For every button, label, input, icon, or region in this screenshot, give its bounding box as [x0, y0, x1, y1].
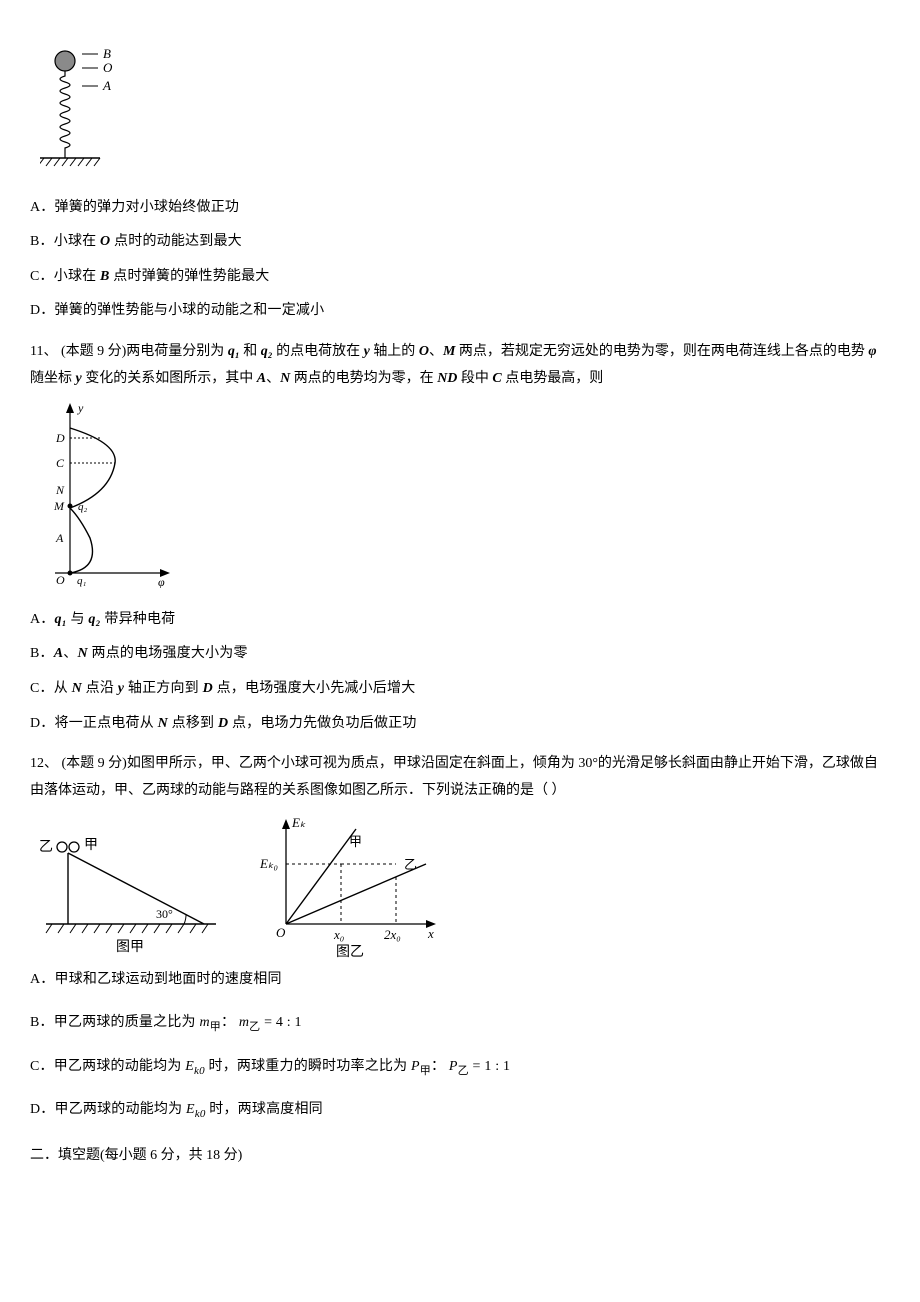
- svg-text:A: A: [102, 78, 111, 93]
- svg-text:30°: 30°: [156, 907, 173, 921]
- svg-text:O: O: [276, 925, 286, 940]
- q12-diagrams: 乙 甲 30° 图甲 Eₖ 甲 乙: [36, 814, 890, 959]
- q11-option-b: B．A、N 两点的电场强度大小为零: [30, 641, 890, 668]
- svg-text:甲: 甲: [84, 838, 98, 853]
- svg-text:x: x: [427, 926, 434, 941]
- svg-text:Eₖ: Eₖ: [291, 815, 306, 830]
- q10-option-c: C．小球在 B 点时弹簧的弹性势能最大: [30, 264, 890, 291]
- q12-stem: 12、 (本题 9 分)如图甲所示，甲、乙两个小球可视为质点，甲球沿固定在斜面上…: [30, 751, 890, 804]
- q10-option-a: A．弹簧的弹力对小球始终做正功: [30, 195, 890, 222]
- svg-text:乙: 乙: [404, 857, 417, 872]
- q12-option-b: B．甲乙两球的质量之比为 m甲： m乙 = 4 : 1: [30, 1010, 890, 1038]
- q12-option-a: A．甲球和乙球运动到地面时的速度相同: [30, 967, 890, 994]
- svg-text:O: O: [56, 573, 65, 587]
- svg-text:B: B: [103, 46, 111, 61]
- svg-text:乙: 乙: [39, 839, 53, 855]
- svg-text:q₂: q₂: [78, 501, 88, 513]
- svg-text:y: y: [77, 401, 84, 415]
- svg-text:x₀: x₀: [333, 927, 344, 942]
- q10-option-b: B．小球在 O 点时的动能达到最大: [30, 229, 890, 256]
- svg-text:甲: 甲: [349, 834, 362, 849]
- svg-text:C: C: [56, 456, 65, 470]
- q11-option-d: D．将一正点电荷从 N 点移到 D 点，电场力先做负功后做正功: [30, 711, 890, 738]
- svg-text:O: O: [103, 60, 113, 75]
- svg-text:图甲: 图甲: [116, 940, 144, 955]
- q11-graph-diagram: y φ D C N M q₂ A O q₁: [40, 398, 890, 599]
- svg-text:q₁: q₁: [77, 575, 87, 587]
- svg-text:图乙: 图乙: [336, 944, 364, 959]
- q11-stem: 11、 (本题 9 分)两电荷量分别为 q₁ 和 q₂ 的点电荷放在 y 轴上的…: [30, 339, 890, 392]
- svg-text:A: A: [55, 531, 64, 545]
- section-2-heading: 二．填空题(每小题 6 分，共 18 分): [30, 1143, 890, 1170]
- svg-text:N: N: [55, 483, 65, 497]
- q11-option-c: C．从 N 点沿 y 轴正方向到 D 点，电场强度大小先减小后增大: [30, 676, 890, 703]
- svg-text:Eₖ₀: Eₖ₀: [259, 856, 278, 871]
- q10-option-d: D．弹簧的弹性势能与小球的动能之和一定减小: [30, 298, 890, 325]
- svg-text:M: M: [53, 499, 65, 513]
- svg-text:D: D: [55, 431, 65, 445]
- q12-option-c: C．甲乙两球的动能均为 Ek0 时，两球重力的瞬时功率之比为 P甲： P乙 = …: [30, 1054, 890, 1082]
- svg-text:φ: φ: [158, 575, 165, 588]
- svg-text:2x₀: 2x₀: [384, 927, 401, 942]
- q12-option-d: D．甲乙两球的动能均为 Ek0 时，两球高度相同: [30, 1097, 890, 1125]
- q10-spring-diagram: B O A: [40, 46, 890, 187]
- q11-option-a: A．q₁ 与 q₂ 带异种电荷: [30, 607, 890, 634]
